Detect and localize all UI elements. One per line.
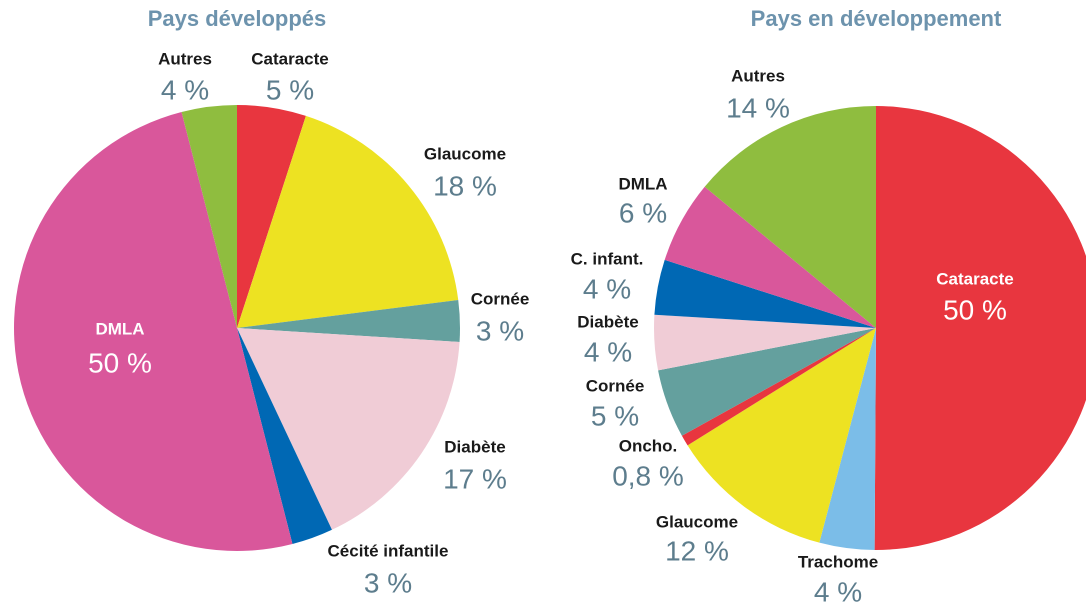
- pie-slice: [237, 105, 306, 328]
- slice-value: 50 %: [88, 347, 152, 378]
- pie-slice: [687, 328, 876, 543]
- slice-value: 3 %: [364, 567, 412, 598]
- slice-value: 12 %: [665, 535, 729, 566]
- pie-slice: [237, 328, 332, 544]
- slice-label: Cataracte: [251, 49, 329, 68]
- pie-slice: [237, 328, 460, 530]
- pie-slice: [664, 186, 876, 328]
- pie-slice: [819, 328, 876, 550]
- pie-slice: [237, 115, 459, 328]
- pie-slice: [704, 106, 876, 328]
- pie-slice: [654, 259, 876, 328]
- slice-value: 5 %: [266, 74, 314, 105]
- slice-label: Diabète: [444, 437, 505, 456]
- slice-value: 5 %: [591, 400, 639, 431]
- slice-value: 14 %: [726, 92, 790, 123]
- slice-value: 17 %: [443, 463, 507, 494]
- pie-slice: [681, 328, 876, 446]
- pie-slice: [14, 112, 293, 552]
- slice-value: 3 %: [476, 315, 524, 346]
- slice-label: C. infant.: [571, 249, 644, 268]
- slice-value: 0,8 %: [612, 460, 684, 491]
- slice-label: Cornée: [471, 289, 530, 308]
- slice-label: DMLA: [95, 319, 144, 338]
- slice-label: Autres: [158, 49, 212, 68]
- slice-value: 4 %: [584, 336, 632, 367]
- slice-label: Glaucome: [424, 144, 506, 163]
- slice-label: Glaucome: [656, 512, 738, 531]
- slice-value: 4 %: [161, 74, 209, 105]
- chart-title: Pays développés: [148, 6, 327, 31]
- pie-slice: [237, 300, 460, 343]
- pie-slice: [658, 328, 876, 436]
- pie-slice: [181, 105, 237, 328]
- slice-label: Autres: [731, 66, 785, 85]
- slice-value: 4 %: [814, 576, 862, 607]
- slice-value: 50 %: [943, 294, 1007, 325]
- slice-label: Cataracte: [936, 269, 1014, 288]
- chart-title: Pays en développement: [751, 6, 1002, 31]
- slice-label: Oncho.: [619, 436, 678, 455]
- pie-slice: [654, 314, 876, 371]
- slice-value: 4 %: [583, 273, 631, 304]
- slice-label: Trachome: [798, 552, 878, 571]
- slice-label: Cornée: [586, 376, 645, 395]
- slice-value: 6 %: [619, 197, 667, 228]
- slice-label: Cécité infantile: [328, 541, 449, 560]
- slice-label: Diabète: [577, 312, 638, 331]
- slice-value: 18 %: [433, 170, 497, 201]
- pie-slice: [874, 106, 1086, 550]
- slice-label: DMLA: [618, 174, 667, 193]
